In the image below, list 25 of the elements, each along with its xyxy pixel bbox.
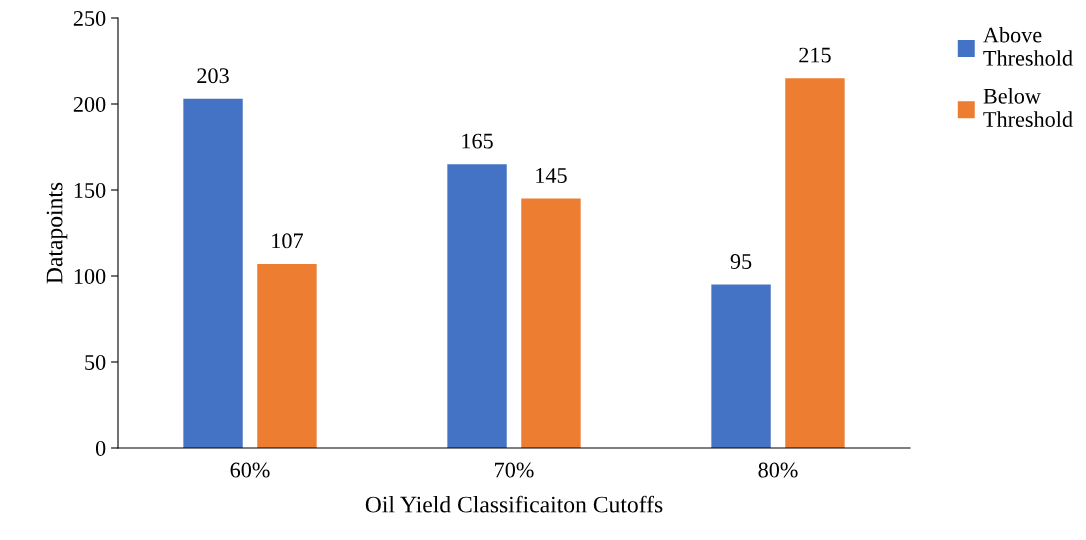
y-tick-label: 100 (74, 268, 106, 284)
y-tick-label: 0 (95, 440, 106, 456)
data-label: 165 (462, 133, 493, 149)
data-label: 215 (799, 47, 831, 63)
legend-label: Above Threshold (983, 26, 1073, 66)
bar (711, 284, 771, 448)
data-label: 145 (536, 168, 567, 183)
bar (447, 164, 507, 448)
legend-label: Below Threshold (983, 88, 1073, 127)
y-tick-label: 200 (73, 96, 106, 112)
x-tick-label: 70% (495, 462, 534, 478)
y-tick-label: 50 (85, 354, 106, 370)
bar (183, 98, 243, 448)
y-tick-label: 250 (73, 10, 106, 26)
bar (257, 263, 317, 448)
data-label: 203 (197, 68, 229, 84)
y-tick-label: 150 (74, 182, 106, 198)
x-tick-label: 80% (758, 462, 798, 478)
bar (521, 198, 581, 448)
bar (785, 78, 845, 448)
x-tick-label: 60% (230, 462, 270, 478)
data-label: 107 (272, 233, 303, 249)
y-axis-title: Datapoints (46, 182, 68, 284)
data-label: 95 (730, 254, 752, 269)
x-axis-title: Oil Yield Classificaiton Cutoffs (365, 495, 663, 513)
